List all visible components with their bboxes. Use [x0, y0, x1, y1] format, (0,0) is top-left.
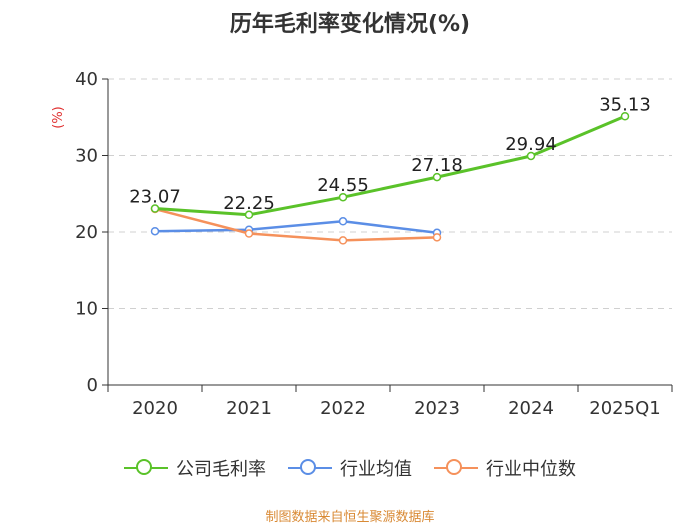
data-label: 22.25 [223, 193, 275, 214]
series-line-2 [154, 207, 438, 242]
y-tick-label: 10 [75, 299, 98, 320]
data-point-0 [620, 112, 630, 121]
y-tick-label: 0 [87, 375, 98, 396]
legend-marker-industry-median [434, 458, 478, 478]
data-point-0 [244, 210, 254, 220]
data-point-1 [338, 217, 348, 226]
data-point-0 [432, 172, 442, 182]
data-point-2 [338, 236, 348, 245]
legend-label-industry-median: 行业中位数 [486, 459, 576, 480]
legend-item-industry-median[interactable]: 行业中位数 [434, 455, 576, 481]
data-label: 29.94 [505, 134, 557, 155]
legend-label-company: 公司毛利率 [176, 459, 266, 480]
legend-marker-company [124, 458, 168, 478]
series-line-1 [154, 220, 438, 235]
x-tick-label: 2021 [226, 398, 272, 419]
x-tick-label: 2024 [508, 398, 554, 419]
series-line-0 [154, 114, 626, 217]
data-point-1 [150, 226, 160, 236]
x-tick-label: 2020 [132, 398, 178, 419]
legend: 公司毛利率 行业均值 行业中位数 [0, 455, 700, 481]
x-tick-label: 2023 [414, 398, 460, 419]
data-point-0 [338, 192, 348, 202]
x-tick-label: 2022 [320, 398, 366, 419]
y-tick-label: 20 [75, 222, 98, 243]
legend-marker-industry-mean [288, 458, 332, 478]
data-source-note: 制图数据来自恒生聚源数据库 [265, 510, 435, 525]
data-point-0 [150, 204, 160, 213]
chart-title: 历年毛利率变化情况(%) [229, 12, 471, 37]
data-label: 23.07 [129, 187, 181, 208]
data-point-0 [526, 151, 536, 161]
x-tick-label: 2025Q1 [589, 398, 660, 419]
data-label: 27.18 [411, 155, 463, 176]
y-tick-label: 40 [75, 69, 98, 90]
legend-label-industry-mean: 行业均值 [340, 459, 412, 480]
data-point-2 [432, 233, 442, 242]
y-tick-label: 30 [75, 146, 98, 167]
data-label: 35.13 [599, 94, 651, 115]
legend-item-company[interactable]: 公司毛利率 [124, 455, 266, 481]
data-point-2 [244, 229, 254, 238]
data-label: 24.55 [317, 175, 369, 196]
legend-item-industry-mean[interactable]: 行业均值 [288, 455, 412, 481]
